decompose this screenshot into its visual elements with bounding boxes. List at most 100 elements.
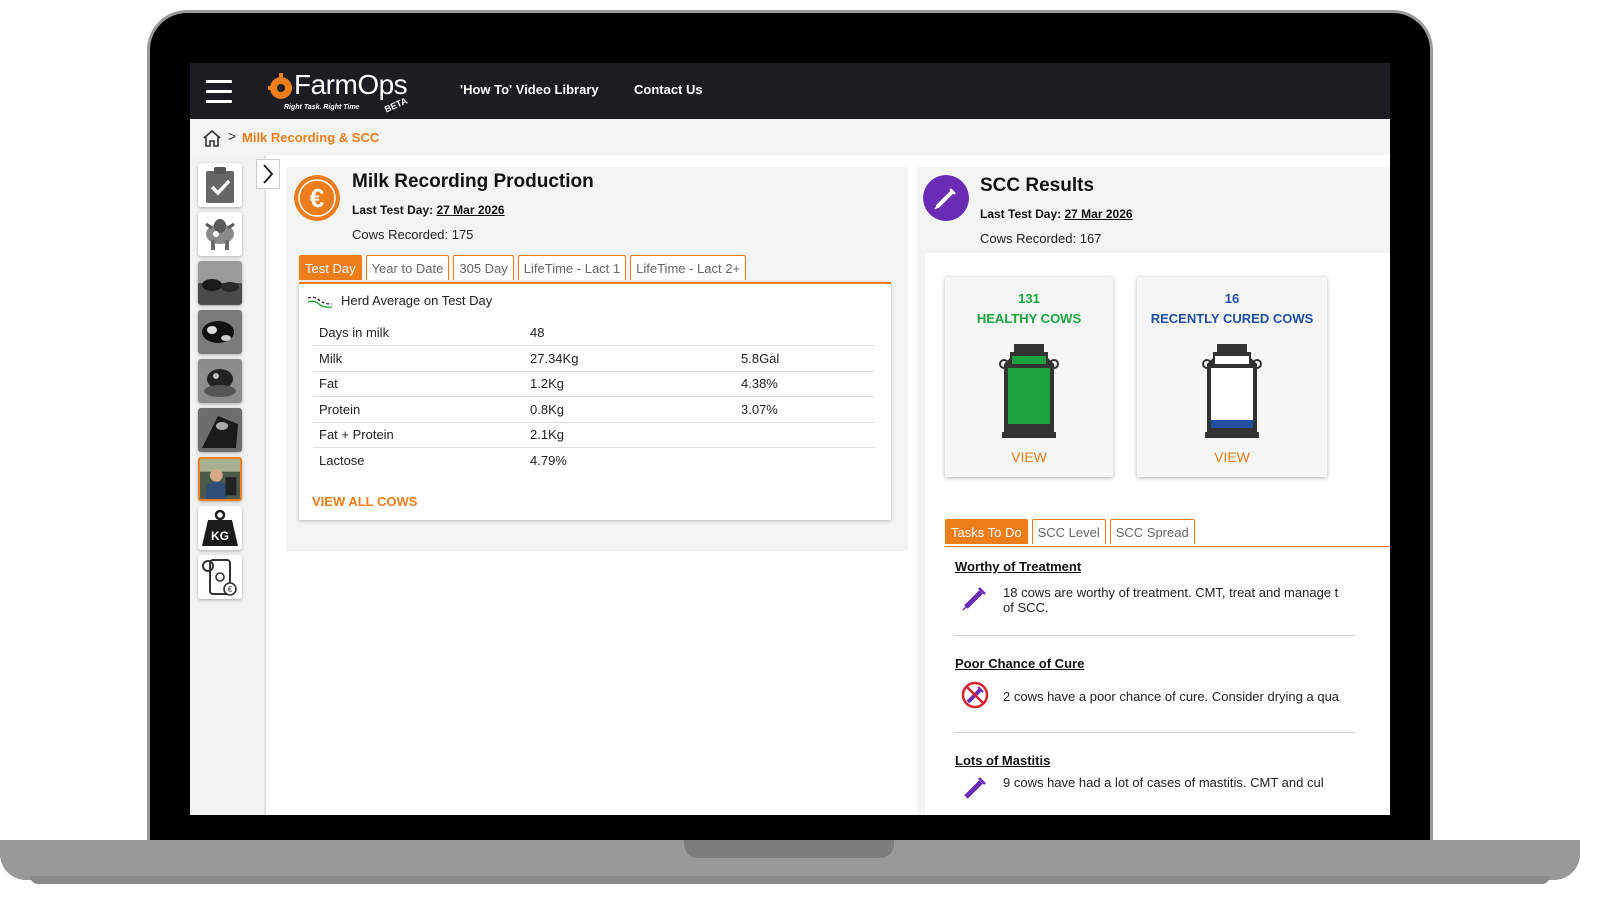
stat-value: 27.34Kg: [524, 345, 735, 372]
tab-lifetime-lact-2[interactable]: LifeTime - Lact 2+: [630, 255, 747, 280]
top-nav-bar: FarmOps Right Task. Right Time BETA 'How…: [190, 63, 1390, 119]
tab-test-day[interactable]: Test Day: [299, 255, 362, 280]
stat-extra: [735, 320, 875, 346]
healthy-cows-view-link[interactable]: VIEW: [1011, 449, 1047, 465]
stat-extra: [735, 422, 875, 448]
tab-year-to-date[interactable]: Year to Date: [365, 255, 450, 280]
logo-tagline: Right Task. Right Time: [284, 104, 360, 111]
task-divider: [955, 635, 1355, 636]
scc-last-test-label: Last Test Day:: [980, 207, 1062, 221]
sidebar-item-tasks[interactable]: [198, 163, 242, 207]
sidebar-item-weight[interactable]: KG: [198, 506, 242, 550]
sidebar-expand-button[interactable]: [256, 159, 280, 189]
syringe-circle-icon: [923, 175, 969, 221]
scc-content-card: 131 HEALTHY COWS VIEW 16 RECENTLY CURED …: [925, 253, 1390, 815]
table-row: Days in milk 48: [313, 320, 875, 346]
view-all-cows-link[interactable]: VIEW ALL COWS: [312, 494, 418, 509]
laptop-notch: [684, 840, 894, 858]
table-row: Milk 27.34Kg 5.8Gal: [313, 345, 875, 372]
stat-value: 4.79%: [530, 453, 567, 468]
sidebar-item-herd-4[interactable]: [198, 408, 242, 452]
milk-cows-recorded: Cows Recorded: 175: [352, 227, 474, 242]
milk-tabs: Test Day Year to Date 305 Day LifeTime -…: [299, 255, 747, 280]
scc-panel-title: SCC Results: [980, 175, 1095, 196]
milk-stats-table: Days in milk 48 Milk 27.34Kg 5.8Gal Fat …: [313, 320, 875, 473]
healthy-cows-card[interactable]: 131 HEALTHY COWS VIEW: [945, 277, 1113, 477]
scc-last-test-date[interactable]: 27 Mar 2026: [1064, 207, 1133, 221]
scc-tasks-list: Worthy of Treatment 18 cows are worthy o…: [945, 546, 1390, 815]
nav-video-library[interactable]: 'How To' Video Library: [460, 82, 599, 97]
task-text-lots-of-mastitis: 9 cows have had a lot of cases of mastit…: [1003, 775, 1324, 790]
sidebar-item-herd-3[interactable]: [198, 359, 242, 403]
clipboard-check-icon: [206, 167, 234, 203]
breadcrumb: > Milk Recording & SCC: [190, 119, 1390, 155]
stat-value: 2.1Kg: [524, 422, 735, 448]
stat-extra: 4.38%: [735, 371, 875, 397]
herd-average-legend: Herd Average on Test Day: [341, 293, 493, 308]
task-title-poor-chance-of-cure[interactable]: Poor Chance of Cure: [955, 656, 1085, 671]
stat-value: 48: [524, 320, 735, 346]
milk-stats-card: Herd Average on Test Day Days in milk 48…: [299, 282, 891, 520]
herd-average-legend-icon: [307, 296, 333, 308]
recently-cured-cows-card[interactable]: 16 RECENTLY CURED COWS VIEW: [1137, 277, 1327, 477]
breadcrumb-separator: >: [228, 128, 237, 144]
cows-photo-1: [198, 261, 242, 305]
stat-name: Lactose: [319, 453, 365, 468]
task-title-worthy-of-treatment[interactable]: Worthy of Treatment: [955, 559, 1082, 574]
stat-name: Milk: [313, 345, 524, 372]
stat-name: Fat: [313, 371, 524, 397]
table-row: Protein 0.8Kg 3.07%: [313, 396, 875, 423]
tab-lifetime-lact-1[interactable]: LifeTime - Lact 1: [517, 255, 627, 280]
task-divider: [955, 732, 1355, 733]
healthy-cows-count: 131: [1018, 291, 1040, 306]
logo-name: FarmOps: [294, 69, 408, 100]
milk-churn-green-icon: [999, 344, 1059, 438]
table-row: Lactose 4.79%: [313, 448, 875, 474]
table-row: Fat + Protein 2.1Kg: [313, 422, 875, 448]
tab-scc-level[interactable]: SCC Level: [1031, 519, 1106, 544]
stat-value: 1.2Kg: [524, 371, 735, 397]
stat-name: Protein: [313, 396, 524, 423]
scc-last-test-day: Last Test Day: 27 Mar 2026: [980, 207, 1133, 221]
weight-kg-icon: KG: [202, 509, 238, 546]
syringe-icon: [962, 587, 986, 611]
tab-tasks-to-do[interactable]: Tasks To Do: [945, 519, 1028, 544]
tab-scc-spread[interactable]: SCC Spread: [1109, 519, 1195, 544]
nav-contact-us[interactable]: Contact Us: [634, 82, 703, 97]
stat-name: Fat + Protein: [313, 422, 524, 448]
scc-results-panel: SCC Results Last Test Day: 27 Mar 2026 C…: [917, 167, 1390, 815]
task-text-poor-chance: 2 cows have a poor chance of cure. Consi…: [1003, 689, 1340, 704]
chevron-right-icon: [263, 164, 274, 184]
farmer-photo: [200, 459, 240, 499]
healthy-cows-label: HEALTHY COWS: [976, 311, 1082, 326]
milk-panel-title: Milk Recording Production: [352, 171, 594, 192]
recently-cured-label: RECENTLY CURED COWS: [1150, 311, 1314, 326]
tab-305-day[interactable]: 305 Day: [453, 255, 514, 280]
laptop-foot: [30, 876, 1550, 884]
milk-last-test-date[interactable]: 27 Mar 2026: [436, 203, 505, 217]
breadcrumb-current[interactable]: Milk Recording & SCC: [242, 130, 380, 145]
table-row: Fat 1.2Kg 4.38%: [313, 371, 875, 397]
recently-cured-view-link[interactable]: VIEW: [1214, 449, 1250, 465]
task-title-lots-of-mastitis[interactable]: Lots of Mastitis: [955, 753, 1051, 768]
sidebar-item-herd-2[interactable]: [198, 310, 242, 354]
scc-tabs: Tasks To Do SCC Level SCC Spread: [945, 519, 1195, 544]
hamburger-menu-icon[interactable]: [206, 80, 232, 103]
recently-cured-count: 16: [1224, 291, 1240, 306]
euro-icon: €: [294, 175, 340, 221]
farmops-logo[interactable]: FarmOps Right Task. Right Time BETA: [266, 68, 426, 114]
sidebar-item-cow[interactable]: [198, 212, 242, 256]
sidebar-item-farmer[interactable]: [198, 457, 242, 501]
cows-photo-2: [198, 310, 242, 354]
home-icon[interactable]: [202, 129, 222, 147]
scc-cows-recorded: Cows Recorded: 167: [980, 231, 1102, 246]
stat-extra: 3.07%: [735, 396, 875, 423]
milk-recording-panel: € Milk Recording Production Last Test Da…: [286, 167, 908, 551]
milk-churn-blue-icon: [1202, 344, 1262, 438]
sidebar-item-costs[interactable]: €: [198, 555, 242, 599]
cows-photo-3: [198, 359, 242, 403]
cow-icon: [205, 219, 235, 250]
sidebar-item-herd-1[interactable]: [198, 261, 242, 305]
cows-photo-4: [198, 408, 242, 452]
stat-extra: [735, 448, 875, 474]
